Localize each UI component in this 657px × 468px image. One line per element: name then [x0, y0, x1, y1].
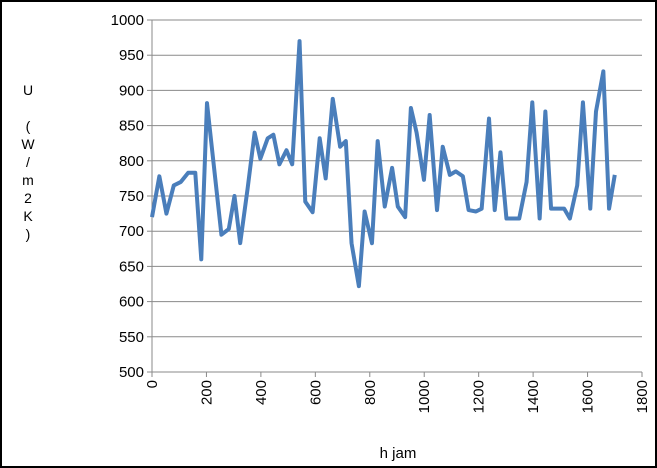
x-tick-label: 600 — [307, 380, 324, 405]
x-tick-label: 1400 — [525, 380, 542, 413]
x-axis-label: h jam — [380, 445, 417, 462]
y-tick-label: 850 — [119, 118, 144, 135]
x-tick-label: 1600 — [580, 380, 597, 413]
y-tick-label: 900 — [119, 82, 144, 99]
y-tick-label: 700 — [119, 223, 144, 240]
x-tick-label: 200 — [198, 380, 215, 405]
x-tick-label: 400 — [253, 380, 270, 405]
x-tick-label: 1800 — [634, 380, 651, 413]
y-axis-label: U (W/m2K) — [20, 82, 36, 244]
y-tick-label: 600 — [119, 294, 144, 311]
x-tick-label: 1200 — [471, 380, 488, 413]
x-tick-label: 800 — [362, 380, 379, 405]
data-line — [150, 39, 617, 289]
y-tick-label: 550 — [119, 329, 144, 346]
y-tick-label: 650 — [119, 258, 144, 275]
y-tick-label: 500 — [119, 364, 144, 381]
y-tick-label: 950 — [119, 47, 144, 64]
y-tick-label: 750 — [119, 188, 144, 205]
x-tick-label: 1000 — [416, 380, 433, 413]
x-tick-label: 0 — [144, 380, 161, 388]
y-tick-label: 1000 — [111, 12, 144, 29]
y-tick-label: 800 — [119, 153, 144, 170]
